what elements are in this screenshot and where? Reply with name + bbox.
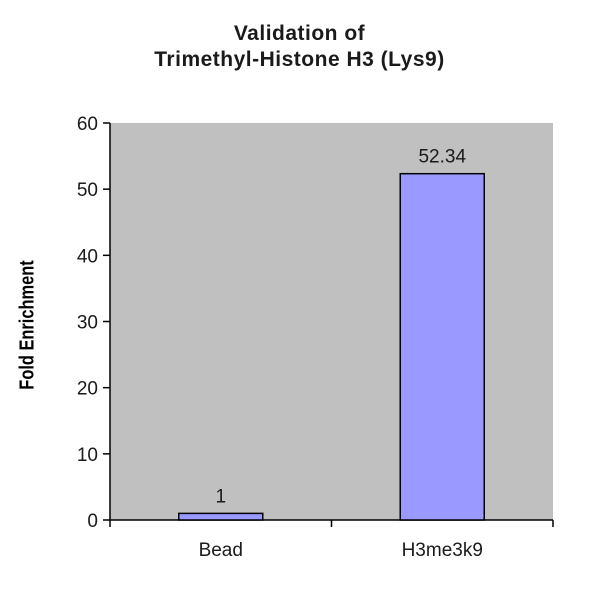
y-tick-label: 10: [77, 445, 98, 466]
y-tick-label: 30: [77, 313, 98, 334]
plot-area: [110, 123, 553, 520]
bar-data-label: 1: [215, 486, 226, 507]
y-tick-label: 40: [77, 246, 98, 267]
x-tick-label: H3me3k9: [402, 540, 483, 561]
bar-data-label: 52.34: [418, 147, 466, 168]
chart-title-line-2: Trimethyl-Histone H3 (Lys9): [154, 48, 445, 71]
y-tick-label: 50: [77, 180, 98, 201]
chart-title-line-1: Validation of: [233, 22, 366, 45]
bar: [399, 172, 485, 521]
y-tick-label: 0: [87, 511, 98, 532]
x-tick-label: Bead: [199, 540, 243, 561]
y-tick-label: 20: [77, 379, 98, 400]
bar: [178, 512, 264, 521]
y-tick-label: 60: [77, 114, 98, 135]
